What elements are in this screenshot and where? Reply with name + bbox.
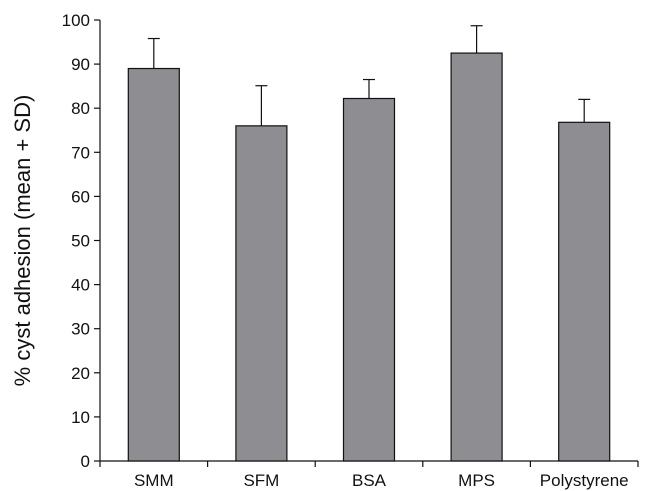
x-tick-label: MPS (458, 471, 495, 490)
y-axis-title: % cyst adhesion (mean + SD) (10, 95, 35, 387)
y-tick-label: 90 (71, 55, 90, 74)
y-tick-label: 0 (81, 452, 90, 471)
y-tick-label: 60 (71, 187, 90, 206)
y-tick-label: 80 (71, 99, 90, 118)
bar-sfm (235, 125, 288, 462)
bar-bsa (342, 97, 396, 462)
y-tick-label: 30 (71, 320, 90, 339)
x-tick-label: SFM (243, 471, 279, 490)
y-tick-label: 50 (71, 232, 90, 251)
plot-area: 0 10 20 30 40 50 60 70 80 90 100 SMM SFM BSA MPS Polyst… (62, 11, 639, 490)
x-tick-label: Polystyrene (540, 471, 629, 490)
y-tick-label: 10 (71, 408, 90, 427)
y-tick-label: 20 (71, 364, 90, 383)
bar-smm (127, 67, 180, 462)
y-tick-label: 70 (71, 143, 90, 162)
y-tick-label: 40 (71, 276, 90, 295)
x-tick-label: SMM (134, 471, 174, 490)
bar-polystyrene (558, 121, 611, 462)
x-tick-label: BSA (352, 471, 387, 490)
y-tick-label: 100 (62, 11, 90, 30)
bar-mps (450, 52, 503, 462)
